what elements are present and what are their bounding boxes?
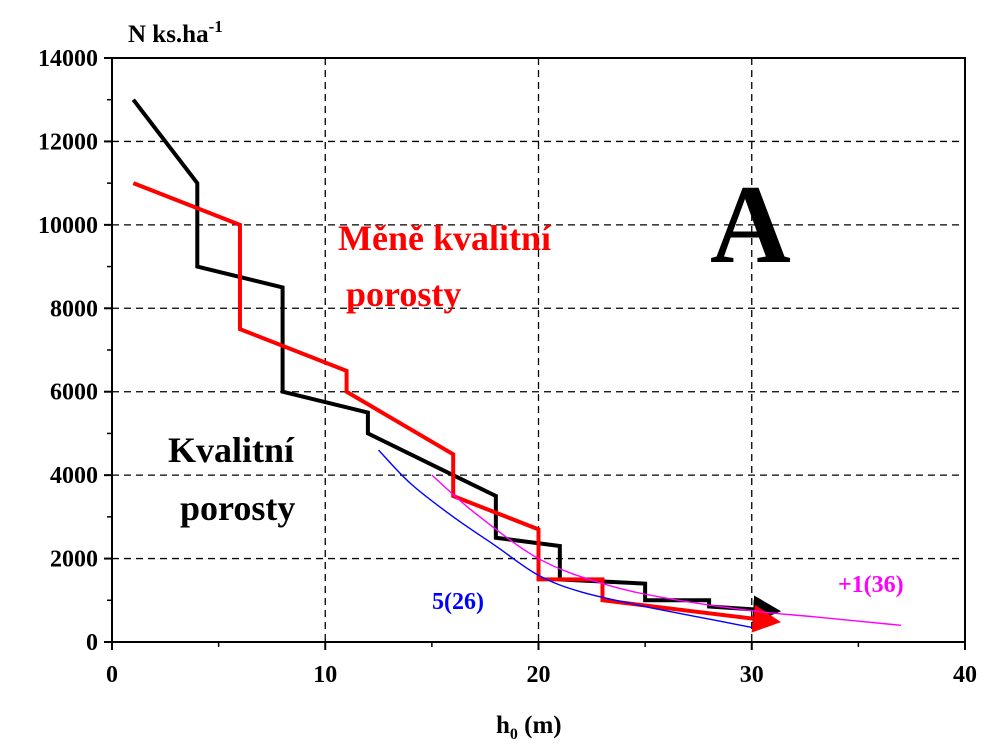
series-line-black (131, 98, 782, 624)
y-tick-label-14000: 14000 (38, 46, 98, 72)
x-axis-label-sub: 0 (510, 726, 518, 743)
y-tick-label-12000: 12000 (38, 129, 98, 155)
series-line-blue (378, 449, 752, 629)
x-axis-label-rest: (m) (518, 712, 562, 739)
panel-letter: A (710, 163, 791, 287)
y-tick-label-10000: 10000 (38, 213, 98, 239)
magenta-curve-label: +1(36) (838, 572, 904, 598)
y-tick-label-4000: 4000 (50, 463, 98, 489)
y-axis-label: N ks.ha-1 (128, 17, 223, 48)
x-axis-label-base: h (496, 712, 510, 739)
x-axis-label: h0 (m) (496, 712, 562, 743)
y-tick-label-6000: 6000 (50, 380, 98, 406)
y-axis-label-base: N ks.ha (128, 21, 209, 48)
black-series-label-line1: Kvalitní (168, 430, 295, 470)
series-line-magenta (431, 474, 902, 627)
red-series-label-line2: porosty (346, 274, 461, 314)
red-series-label-line1: Měně kvalitní (338, 218, 552, 258)
black-series-label-line2: porosty (180, 488, 295, 528)
series-group (131, 98, 902, 633)
x-tick-label-10: 10 (313, 662, 337, 688)
y-tick-label-0: 0 (86, 630, 98, 656)
blue-curve-label: 5(26) (432, 589, 484, 615)
y-axis-label-sup: -1 (209, 17, 223, 36)
ticks: 0 10 20 30 40 0 2000 4000 6000 8000 10000 12000 1400… (38, 46, 977, 688)
x-tick-label-20: 20 (527, 662, 551, 688)
y-tick-label-8000: 8000 (50, 296, 98, 322)
x-tick-label-30: 30 (740, 662, 764, 688)
y-tick-label-2000: 2000 (50, 547, 98, 573)
x-tick-label-0: 0 (106, 662, 118, 688)
x-tick-label-40: 40 (953, 662, 977, 688)
